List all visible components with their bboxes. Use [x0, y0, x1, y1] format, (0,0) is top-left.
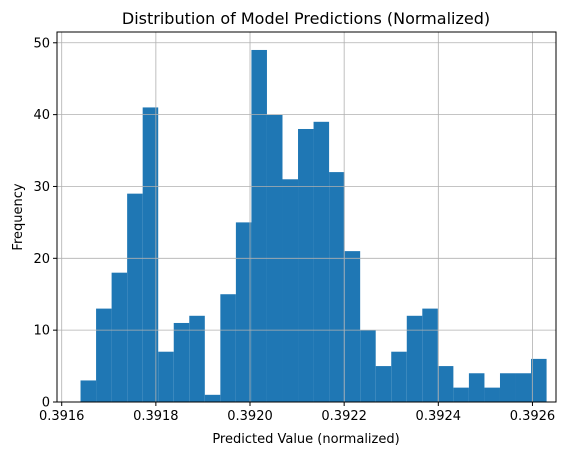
y-tick-label: 20	[33, 252, 50, 267]
histogram-bar	[484, 387, 500, 402]
y-tick-label: 30	[33, 180, 50, 195]
y-axis-ticks: 0 10 20 30 40 50	[33, 36, 57, 411]
y-tick-label: 10	[33, 324, 50, 339]
y-axis-label: Frequency	[11, 183, 26, 250]
x-tick-label: 0.3920	[227, 409, 273, 424]
y-tick-label: 40	[33, 108, 50, 123]
chart-title: Distribution of Model Predictions (Norma…	[122, 9, 490, 28]
x-tick-label: 0.3918	[133, 409, 179, 424]
x-axis-label: Predicted Value (normalized)	[212, 432, 399, 447]
plot-frame	[56, 31, 557, 403]
histogram-bar	[235, 222, 252, 402]
histogram-bar	[251, 49, 267, 402]
histogram-bar	[329, 172, 345, 402]
histogram-bars	[80, 49, 547, 403]
y-tick-label: 0	[42, 396, 50, 411]
histogram-bar	[80, 380, 97, 402]
histogram-bar	[298, 128, 314, 402]
histogram-bar	[344, 251, 361, 402]
histogram-bar	[453, 387, 469, 402]
histogram-bar	[313, 121, 330, 403]
histogram-bar	[142, 107, 159, 402]
x-tick-label: 0.3924	[416, 409, 462, 424]
histogram-bar	[515, 373, 532, 402]
histogram-bar	[204, 394, 221, 402]
histogram-bar	[127, 193, 143, 402]
histogram-bar	[360, 330, 376, 402]
histogram-bar	[189, 315, 205, 402]
histogram-bar	[375, 366, 392, 402]
histogram-bar	[437, 366, 454, 402]
y-tick-label: 50	[33, 36, 50, 51]
histogram-bar	[531, 358, 547, 402]
histogram-bar	[406, 315, 423, 402]
histogram-bar	[468, 373, 485, 402]
histogram-bar	[499, 373, 516, 402]
histogram-bar	[391, 351, 407, 402]
x-tick-label: 0.3916	[39, 409, 85, 424]
histogram-bar	[282, 179, 299, 402]
x-axis-ticks: 0.3916 0.3918 0.3920 0.3922 0.3924 0.3926	[39, 402, 555, 424]
x-tick-label: 0.3922	[321, 409, 367, 424]
histogram-bar	[173, 322, 190, 402]
histogram-bar	[220, 294, 236, 402]
histogram-bar	[111, 272, 128, 402]
x-tick-label: 0.3926	[510, 409, 556, 424]
histogram-bar	[422, 308, 438, 402]
histogram-bar	[158, 351, 174, 402]
histogram-bar	[96, 308, 112, 402]
